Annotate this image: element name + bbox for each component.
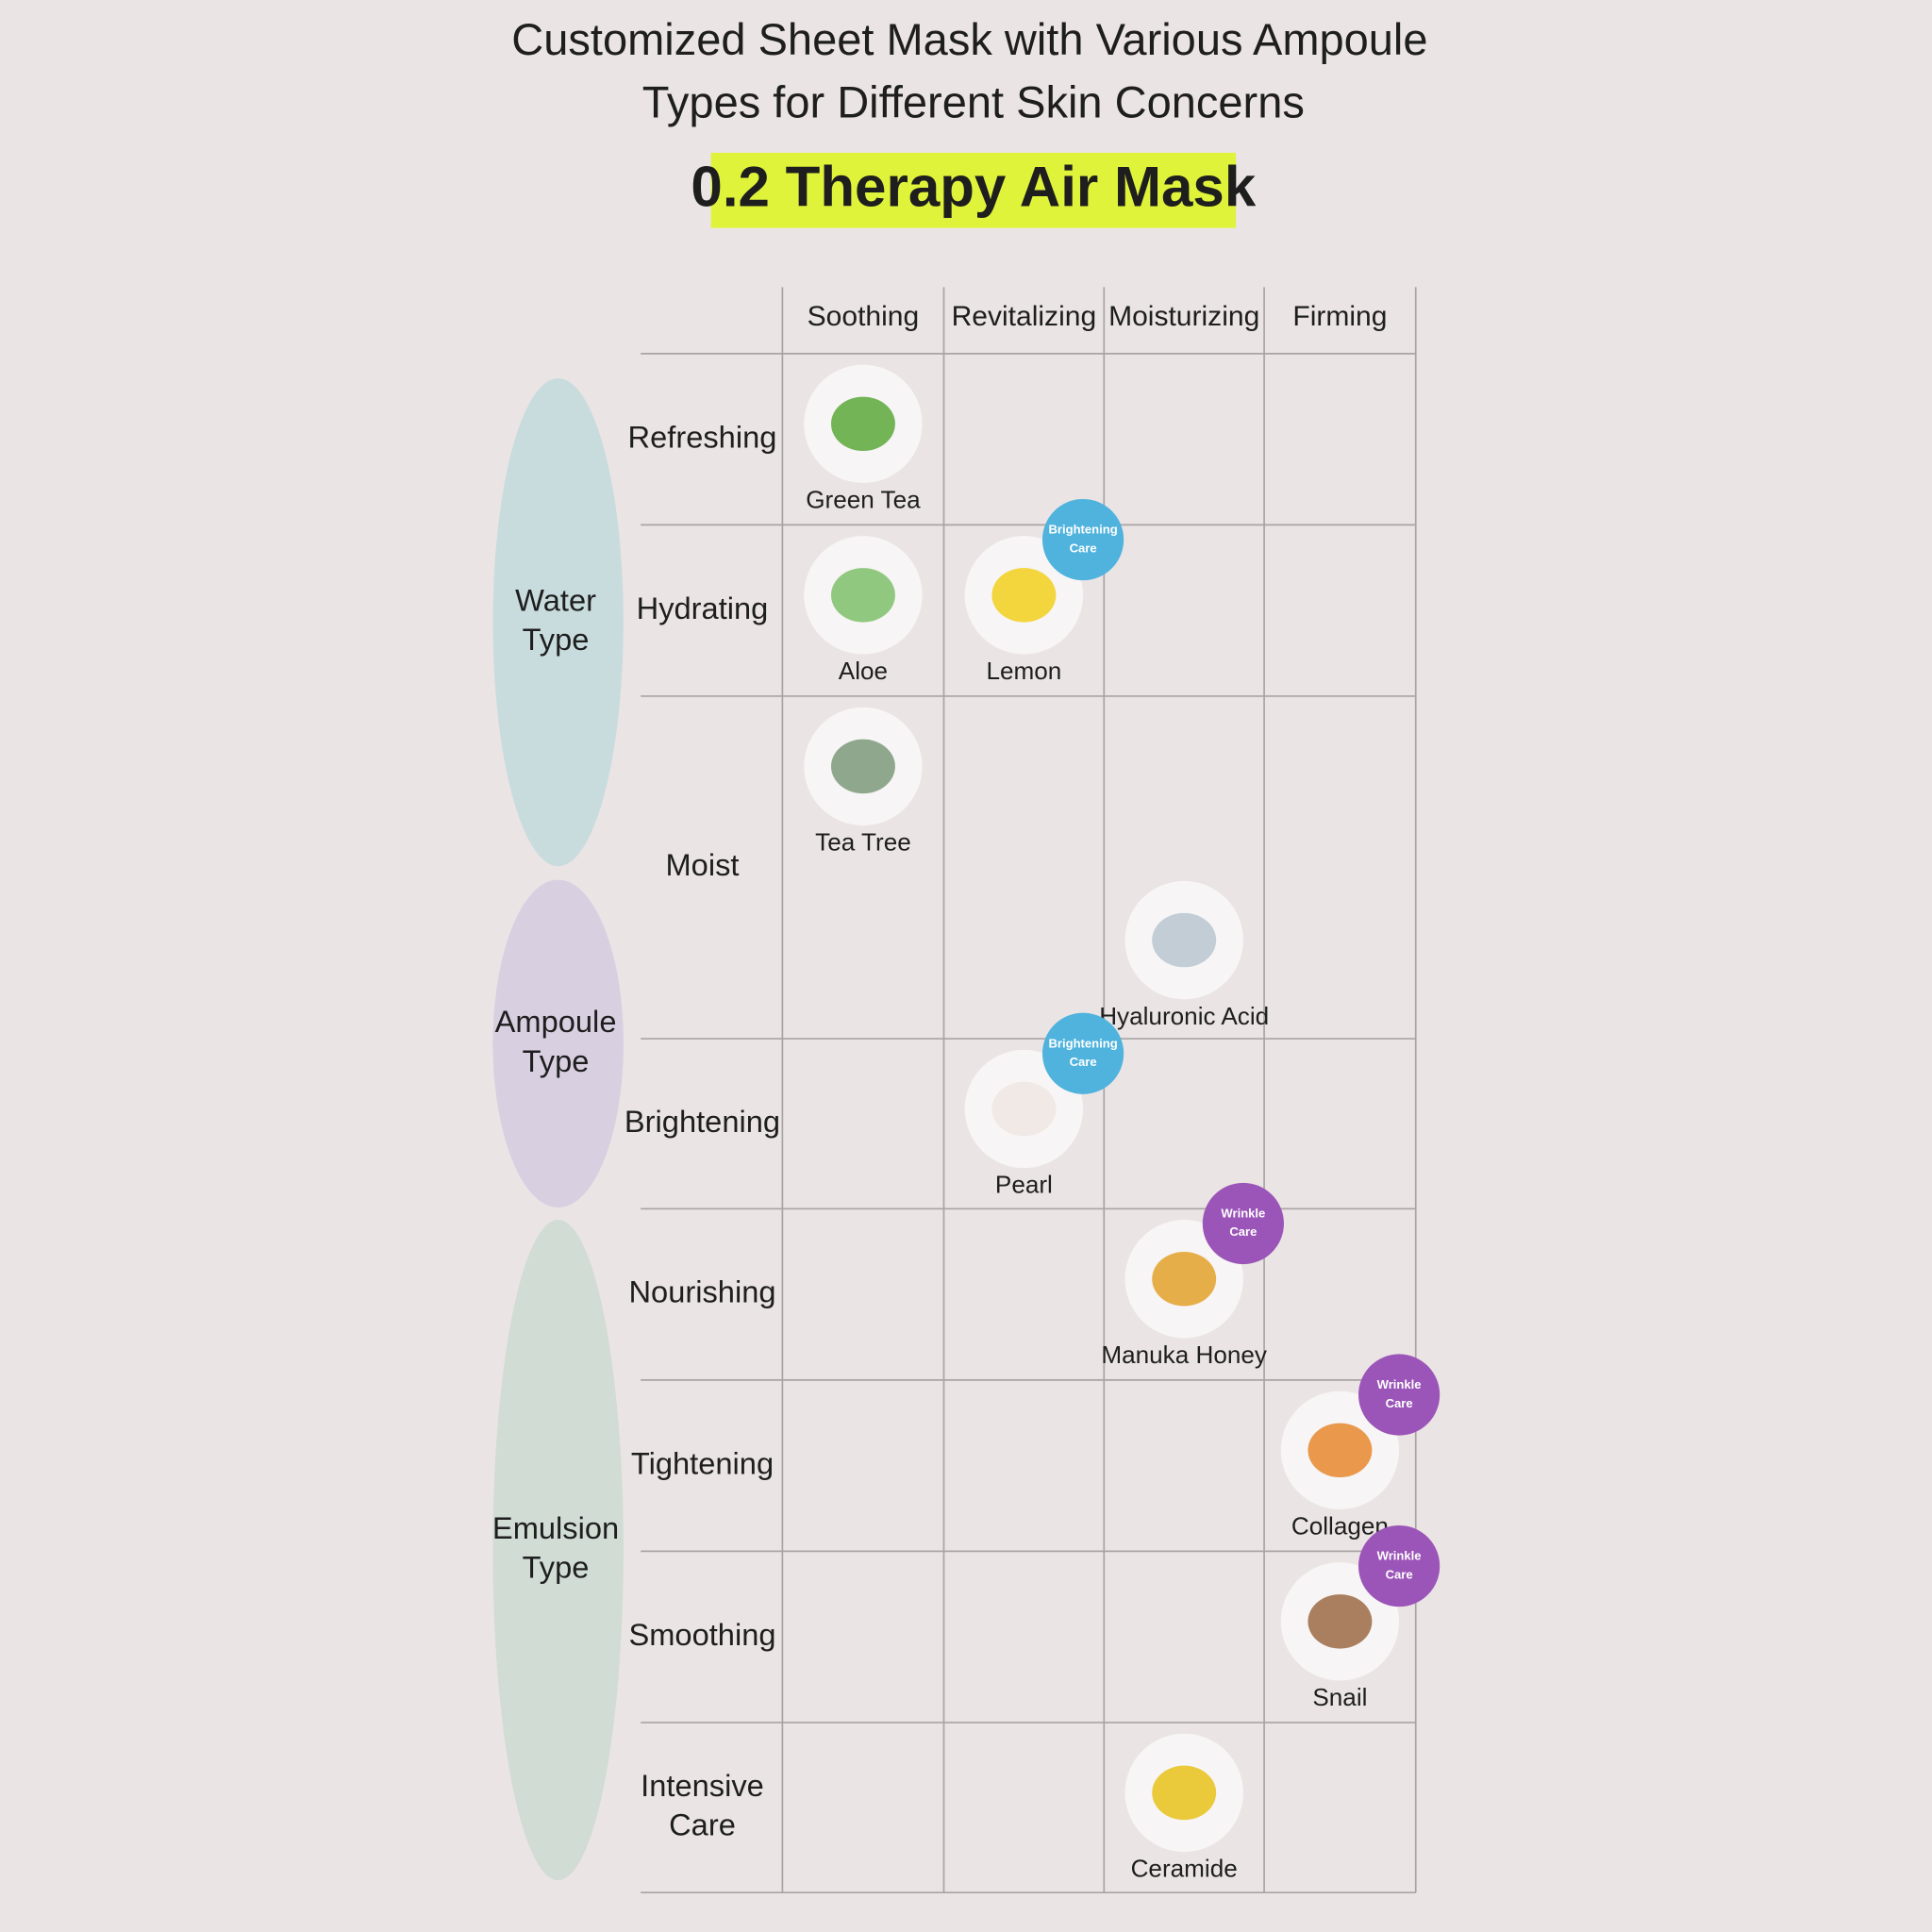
- group-ellipse: [492, 879, 624, 1208]
- column-header: Moisturizing: [1108, 301, 1259, 332]
- ingredient-name: Manuka Honey: [1101, 1341, 1267, 1369]
- column-header: Revitalizing: [952, 301, 1097, 332]
- ingredient-name: Lemon: [986, 657, 1061, 685]
- badge-label: Wrinkle: [1221, 1207, 1265, 1221]
- ingredient-icon: [830, 739, 895, 794]
- row-label: Refreshing: [628, 419, 777, 454]
- badge-label: Brightening: [1048, 1036, 1117, 1050]
- badge: [1202, 1182, 1284, 1265]
- ingredient-icon: [1152, 1252, 1217, 1307]
- group-label: Water: [515, 582, 596, 617]
- ingredient-icon: [1307, 1594, 1373, 1649]
- ingredient-name: Tea Tree: [815, 828, 911, 857]
- row-label: Tightening: [631, 1445, 774, 1480]
- title-line: Types for Different Skin Concerns: [642, 77, 1305, 127]
- row-label: Intensive: [641, 1768, 764, 1803]
- badge: [1358, 1524, 1441, 1607]
- row-label: Hydrating: [637, 591, 769, 625]
- ingredient-icon: [991, 1081, 1057, 1137]
- badge-label: Wrinkle: [1377, 1549, 1422, 1563]
- badge-label: Care: [1229, 1224, 1257, 1239]
- ingredient-name: Pearl: [995, 1171, 1053, 1199]
- row-label: Care: [669, 1807, 736, 1842]
- group-label: Type: [523, 1550, 590, 1585]
- ingredient-name: Green Tea: [806, 485, 921, 513]
- ingredient-name: Collagen: [1291, 1511, 1389, 1540]
- badge-label: Brightening: [1048, 523, 1117, 537]
- ingredient-icon: [991, 568, 1057, 623]
- column-header: Firming: [1292, 301, 1387, 332]
- ingredient-name: Hyaluronic Acid: [1099, 1002, 1269, 1030]
- badge-label: Care: [1070, 541, 1097, 555]
- group-ellipse: [492, 1220, 624, 1881]
- ingredient-icon: [1152, 1765, 1217, 1821]
- group-label: Emulsion: [492, 1510, 619, 1545]
- ingredient-icon: [830, 396, 895, 452]
- column-header: Soothing: [808, 301, 920, 332]
- badge: [1041, 498, 1124, 581]
- badge-label: Care: [1386, 1396, 1413, 1410]
- highlight: [710, 152, 1237, 228]
- group-label: Ampoule: [495, 1004, 617, 1039]
- title-line: Customized Sheet Mask with Various Ampou…: [511, 14, 1427, 64]
- product-name: 0.2 Therapy Air Mask: [691, 155, 1256, 218]
- badge: [1041, 1012, 1124, 1094]
- badge-label: Care: [1386, 1567, 1413, 1581]
- group-label: Type: [523, 622, 590, 657]
- ingredient-icon: [1152, 912, 1217, 968]
- row-label: Moist: [665, 847, 739, 882]
- ingredient-name: Aloe: [839, 657, 888, 685]
- ingredient-icon: [1307, 1423, 1373, 1478]
- group-ellipse: [492, 377, 624, 867]
- row-label: Nourishing: [628, 1274, 775, 1309]
- badge-label: Care: [1070, 1055, 1097, 1069]
- row-label: Smoothing: [628, 1617, 775, 1652]
- badge: [1358, 1354, 1441, 1436]
- row-label: Brightening: [625, 1104, 780, 1139]
- ingredient-name: Snail: [1312, 1683, 1367, 1711]
- badge-label: Wrinkle: [1377, 1377, 1422, 1391]
- group-label: Type: [523, 1043, 590, 1078]
- ingredient-name: Ceramide: [1131, 1855, 1238, 1883]
- ingredient-icon: [830, 568, 895, 623]
